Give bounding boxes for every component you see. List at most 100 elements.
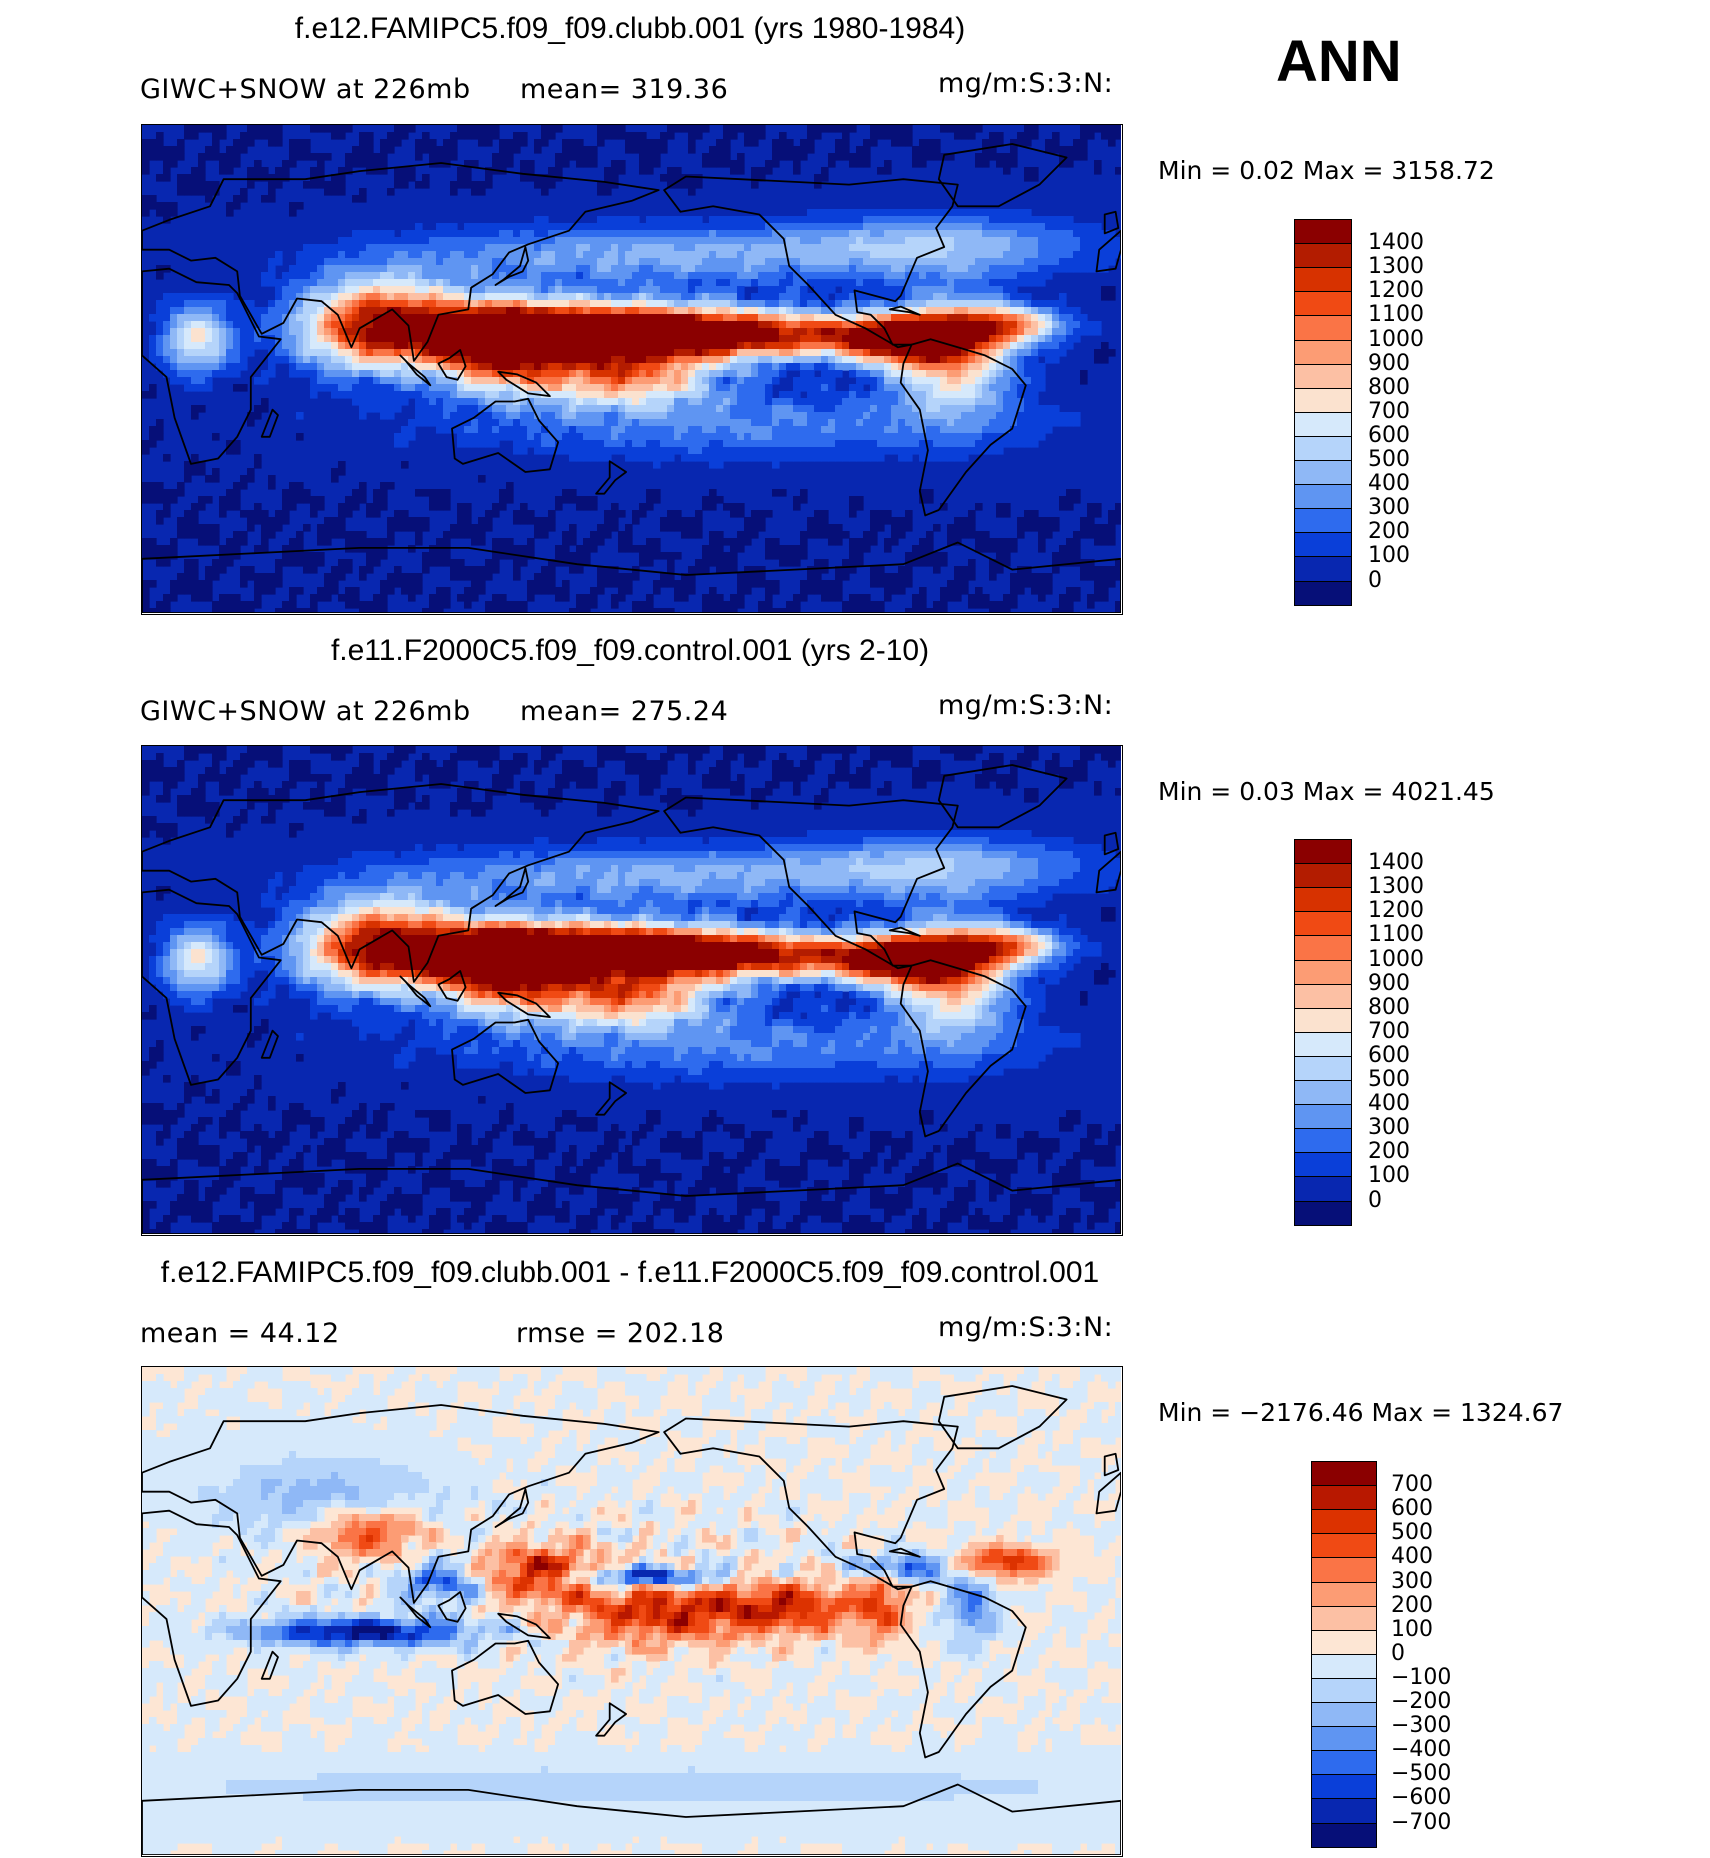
colorbar-swatch [1294, 935, 1352, 961]
colorbar-swatch [1311, 1629, 1377, 1655]
colorbar-swatch [1294, 315, 1352, 341]
panel-2-mean: mean= 275.24 [520, 696, 729, 727]
colorbar-swatch [1294, 460, 1352, 486]
colorbar-label: 600 [1391, 1496, 1433, 1522]
colorbar-swatch [1294, 243, 1352, 269]
colorbar-label: −300 [1391, 1713, 1452, 1739]
panel-3-minmax: Min = −2176.46 Max = 1324.67 [1158, 1398, 1564, 1427]
colorbar-label: −400 [1391, 1737, 1452, 1763]
colorbar-label: 700 [1391, 1472, 1433, 1498]
colorbar-swatch [1294, 339, 1352, 365]
colorbar-swatch [1294, 387, 1352, 413]
colorbar-label: 200 [1391, 1592, 1433, 1618]
colorbar-label: −100 [1391, 1664, 1452, 1690]
colorbar-label: 900 [1368, 970, 1410, 996]
colorbar-label: 1400 [1368, 850, 1424, 876]
colorbar-swatch [1311, 1822, 1377, 1848]
colorbar-label: 600 [1368, 1042, 1410, 1068]
panel-2-minmax: Min = 0.03 Max = 4021.45 [1158, 777, 1495, 806]
colorbar-label: 400 [1391, 1544, 1433, 1570]
colorbar-swatch [1294, 1080, 1352, 1106]
colorbar-swatch [1294, 219, 1352, 245]
colorbar-swatch [1311, 1557, 1377, 1583]
panel-2-map [141, 745, 1123, 1236]
colorbar-label: 500 [1368, 447, 1410, 472]
colorbar-swatch [1311, 1677, 1377, 1704]
colorbar-swatch [1294, 863, 1352, 889]
colorbar-swatch [1294, 887, 1352, 913]
colorbar-swatch [1311, 1726, 1377, 1752]
colorbar-swatch [1311, 1702, 1377, 1728]
colorbar-label: 200 [1368, 1139, 1410, 1165]
colorbar-label: 1300 [1368, 874, 1424, 900]
colorbar-label: 100 [1391, 1616, 1433, 1642]
colorbar-swatch [1294, 1176, 1352, 1202]
colorbar-swatch [1294, 839, 1352, 865]
colorbar-swatch [1311, 1774, 1377, 1800]
colorbar-swatch [1294, 959, 1352, 985]
panel-2-title: f.e11.F2000C5.f09_f09.control.001 (yrs 2… [330, 634, 930, 667]
colorbar-swatch [1294, 580, 1352, 606]
colorbar-label: −700 [1391, 1809, 1452, 1835]
colorbar-swatch [1311, 1605, 1377, 1631]
colorbar-label: 600 [1368, 422, 1410, 448]
colorbar-label: 1200 [1368, 898, 1424, 924]
colorbar-label: 500 [1391, 1520, 1433, 1546]
colorbar-swatch [1294, 508, 1352, 534]
contour-field [142, 125, 1121, 613]
coastlines [142, 143, 1121, 613]
colorbar-label: 1100 [1368, 302, 1424, 328]
panel-1-units: mg/m:S:3:N: [938, 68, 1114, 99]
colorbar-swatch [1311, 1509, 1377, 1535]
colorbar-label: 900 [1368, 350, 1410, 376]
colorbar-swatch [1311, 1485, 1377, 1511]
colorbar-label: 100 [1368, 1163, 1410, 1189]
panel-1-variable-label: GIWC+SNOW at 226mb [140, 74, 471, 105]
colorbar-label: 1000 [1368, 326, 1424, 352]
colorbar-swatch [1294, 532, 1352, 558]
colorbar-swatch [1294, 1152, 1352, 1178]
colorbar-label: 1000 [1368, 946, 1424, 972]
panel-3-title: f.e12.FAMIPC5.f09_f09.clubb.001 - f.e11.… [160, 1256, 1100, 1289]
colorbar-label: 700 [1368, 398, 1410, 424]
colorbar-label: 100 [1368, 543, 1410, 569]
colorbar-swatch [1311, 1533, 1377, 1559]
colorbar-swatch [1294, 983, 1352, 1009]
colorbar-swatch [1294, 1104, 1352, 1130]
colorbar-label: −200 [1391, 1689, 1452, 1714]
panel-1-map [141, 124, 1123, 615]
panel-3-units: mg/m:S:3:N: [938, 1312, 1114, 1343]
panel-3-rmse: rmse = 202.18 [516, 1318, 725, 1349]
colorbar-label: 1200 [1368, 278, 1424, 304]
colorbar-label: −500 [1391, 1761, 1452, 1787]
colorbar-label: 800 [1368, 994, 1410, 1020]
colorbar-label: −600 [1391, 1785, 1452, 1811]
colorbar-label: 400 [1368, 471, 1410, 497]
colorbar-swatch [1294, 267, 1352, 293]
colorbar-label: 200 [1368, 519, 1410, 545]
season-label: ANN [1276, 29, 1402, 94]
colorbar-label: 300 [1368, 495, 1410, 521]
colorbar-label: 1300 [1368, 254, 1424, 280]
colorbar-swatch [1294, 1128, 1352, 1154]
panel-2-units: mg/m:S:3:N: [938, 690, 1114, 721]
panel-2-variable-label: GIWC+SNOW at 226mb [140, 696, 471, 727]
panel-3-map [141, 1366, 1123, 1857]
colorbar-swatch [1294, 363, 1352, 389]
colorbar-label: 1400 [1368, 230, 1424, 256]
colorbar-label: 300 [1368, 1115, 1410, 1141]
colorbar-label: 0 [1368, 1187, 1382, 1213]
colorbar-label: 500 [1368, 1067, 1410, 1092]
colorbar-swatch [1294, 1031, 1352, 1058]
colorbar-swatch [1294, 411, 1352, 438]
colorbar-swatch [1311, 1798, 1377, 1824]
coastlines [142, 1385, 1121, 1855]
colorbar-swatch [1294, 1055, 1352, 1082]
colorbar-swatch [1294, 484, 1352, 510]
colorbar-swatch [1294, 1200, 1352, 1226]
panel-1-title: f.e12.FAMIPC5.f09_f09.clubb.001 (yrs 198… [294, 12, 966, 45]
colorbar-swatch [1311, 1750, 1377, 1776]
colorbar-swatch [1294, 911, 1352, 937]
colorbar-swatch [1294, 435, 1352, 462]
panel-3-mean: mean = 44.12 [140, 1318, 340, 1349]
